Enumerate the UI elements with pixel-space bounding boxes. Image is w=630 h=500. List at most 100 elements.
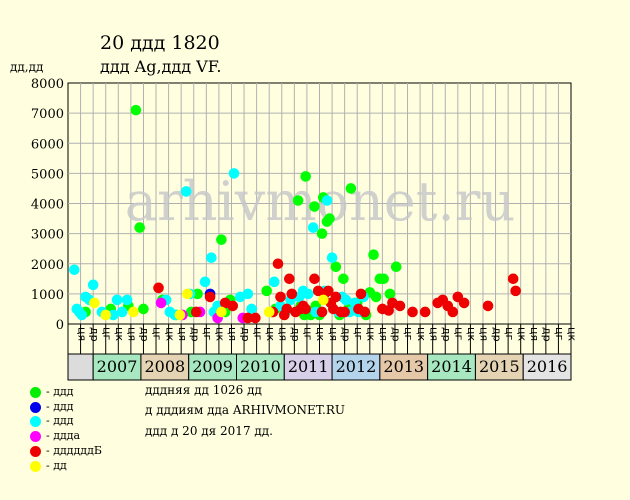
data-point xyxy=(180,186,192,197)
x-quarter-label: цг xyxy=(251,327,264,340)
x-quarter-label: ця xyxy=(276,327,289,341)
data-point xyxy=(447,306,459,318)
legend-dot xyxy=(30,386,41,398)
x-quarter-label: ця xyxy=(377,327,390,341)
chart-title: 20 ддд 1820 xyxy=(100,32,220,54)
x-quarter-label: ця xyxy=(176,327,189,341)
x-quarter-label: цг xyxy=(553,327,566,340)
data-point xyxy=(250,312,261,324)
x-quarter-label: цг xyxy=(302,327,315,340)
data-point xyxy=(76,309,88,321)
data-point xyxy=(300,171,311,182)
data-point xyxy=(268,276,280,288)
legend-dot xyxy=(30,415,41,427)
x-quarter-label: цг xyxy=(151,327,164,340)
data-point xyxy=(370,291,382,303)
x-year-cell xyxy=(474,353,524,381)
x-quarter-label: цк xyxy=(214,327,227,341)
data-point xyxy=(216,306,227,318)
legend-item: - ддд xyxy=(30,400,74,414)
x-year-spacer xyxy=(67,353,94,381)
footer-source: д дддиям дда ARHIVMONET.RU xyxy=(145,403,345,417)
y-axis-ticks: 0 1000 2000 3000 4000 5000 6000 7000 8000 xyxy=(31,77,64,333)
legend-label: - дд xyxy=(46,459,67,472)
data-point xyxy=(309,201,320,212)
data-point xyxy=(338,273,349,285)
x-quarter-label: др xyxy=(440,327,453,342)
data-point xyxy=(227,300,239,312)
x-axis-frame xyxy=(67,323,572,381)
legend-dot xyxy=(30,430,41,442)
data-point xyxy=(206,252,217,264)
x-quarter-label: ця xyxy=(226,327,239,341)
data-point xyxy=(510,285,521,297)
data-point xyxy=(321,195,333,206)
x-quarter-label: др xyxy=(339,327,352,342)
x-quarter-label: др xyxy=(138,327,151,342)
legend-item: - ддд xyxy=(30,414,74,428)
x-year-label: 2007 xyxy=(97,357,138,376)
x-quarter-label: цк xyxy=(113,327,126,341)
data-point xyxy=(292,195,304,206)
data-point xyxy=(128,306,139,318)
footer-date: ддд д 20 дя 2017 дд. xyxy=(145,424,273,438)
x-quarter-label: др xyxy=(490,327,503,342)
grid-lines xyxy=(68,83,571,324)
data-point xyxy=(286,288,298,300)
legend-label: - ддддддБ xyxy=(46,444,102,457)
legend-item: - дд xyxy=(30,459,67,473)
data-point xyxy=(340,294,352,306)
data-point xyxy=(384,288,396,300)
legend-dot xyxy=(30,460,41,472)
x-year-label: 2009 xyxy=(192,357,233,376)
data-points xyxy=(68,104,521,324)
data-point xyxy=(68,264,80,276)
x-year-label: 2016 xyxy=(527,357,568,376)
x-year-label: 2014 xyxy=(431,357,472,376)
x-quarter-label: цк xyxy=(314,327,327,341)
data-point xyxy=(281,303,293,315)
data-point xyxy=(182,288,193,300)
footer-stats: дддняя дд 1026 дд xyxy=(145,383,262,397)
x-year-label: 2013 xyxy=(383,357,424,376)
legend-item: - дддa xyxy=(30,429,80,443)
x-quarter-label: цг xyxy=(100,327,113,340)
x-quarter-label: цк xyxy=(566,327,579,341)
x-quarter-label: ця xyxy=(126,327,139,341)
y-axis-label: дд,дд xyxy=(10,60,44,74)
x-year-cell xyxy=(427,353,476,381)
data-point xyxy=(300,303,311,315)
data-point xyxy=(419,306,431,318)
legend-label: - ддд xyxy=(46,414,74,427)
data-point xyxy=(316,228,328,239)
y-tick-label: 6000 xyxy=(31,137,64,152)
x-quarter-label: цк xyxy=(465,327,478,341)
data-point xyxy=(138,303,149,315)
x-quarter-label: цк xyxy=(365,327,378,341)
x-year-label: 2011 xyxy=(288,357,329,376)
legend-label: - ддд xyxy=(46,385,74,398)
x-year-cell xyxy=(188,353,238,381)
data-point xyxy=(155,297,167,309)
data-point xyxy=(204,291,216,303)
data-point xyxy=(359,306,371,318)
data-point xyxy=(324,213,335,224)
data-point xyxy=(394,300,406,312)
legend-label: - ддд xyxy=(46,400,74,413)
data-point xyxy=(345,183,357,194)
x-quarter-label: цг xyxy=(402,327,415,340)
x-quarter-label: цк xyxy=(415,327,428,341)
legend-label: - дддa xyxy=(46,429,81,442)
data-point xyxy=(326,252,338,264)
x-quarter-label: ця xyxy=(327,327,340,341)
data-point xyxy=(302,288,314,300)
x-quarter-label: др xyxy=(390,327,403,342)
x-axis-labels: ця др цг цк ця др цг цк ця др цг цк ця др цг цк ця др цг цк… xyxy=(67,323,579,381)
data-point xyxy=(378,273,389,285)
data-point xyxy=(242,312,254,324)
x-quarter-label: др xyxy=(541,327,554,342)
data-point xyxy=(153,282,164,294)
x-quarter-label: цк xyxy=(515,327,528,341)
data-point xyxy=(228,168,240,179)
legend-dot xyxy=(30,445,41,457)
